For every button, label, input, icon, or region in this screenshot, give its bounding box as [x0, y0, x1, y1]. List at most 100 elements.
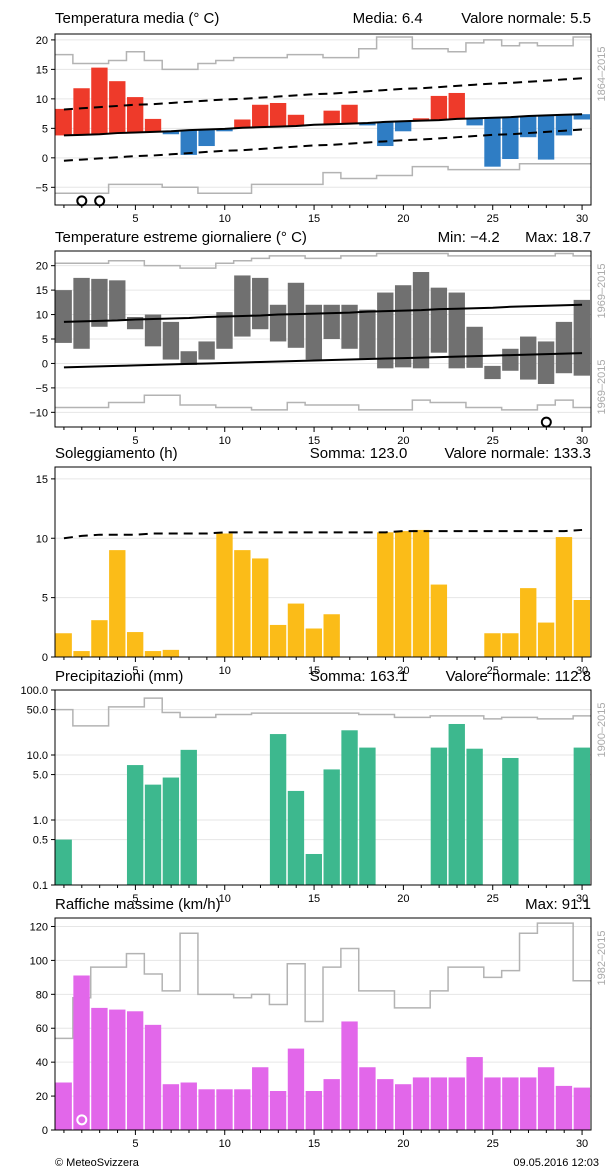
bar-day-24	[466, 1057, 483, 1130]
bar-day-24	[466, 326, 483, 368]
bar-day-25	[484, 365, 501, 380]
bar-day-8	[180, 130, 197, 155]
bar-day-2	[73, 975, 90, 1130]
bar-day-23	[448, 292, 465, 369]
x-tick-label: 15	[308, 665, 320, 677]
bar-day-4	[109, 550, 126, 657]
x-tick-label: 5	[132, 435, 138, 447]
x-tick-label: 30	[576, 213, 588, 225]
y-tick-label: 100.0	[20, 685, 48, 697]
y-tick-label: 5.0	[33, 770, 48, 782]
bar-day-26	[502, 633, 519, 657]
bar-day-9	[198, 129, 215, 147]
band-upper-line	[63, 77, 583, 111]
bar-day-21	[412, 529, 430, 657]
bar-day-19	[377, 292, 394, 369]
y-tick-label: 120	[30, 921, 48, 933]
y-tick-label: 0	[42, 652, 48, 664]
bar-day-14	[287, 603, 305, 657]
y-tick-label: 20	[36, 261, 48, 273]
chart-stat: Somma: 123.0	[310, 445, 408, 462]
y-tick-label: 50.0	[27, 705, 48, 717]
bar-day-24	[466, 118, 483, 126]
x-tick-label: 10	[219, 1138, 231, 1150]
plot-frame	[54, 466, 592, 658]
record-marker	[540, 416, 552, 428]
x-tick-label: 10	[219, 665, 231, 677]
bar-day-17	[341, 1021, 358, 1130]
x-tick-label: 15	[308, 1138, 320, 1150]
plot-frame	[54, 917, 592, 1131]
chart-gusts: Raffiche massime (km/h) Max: 91.1 0 20 40 60 8…	[30, 896, 608, 1150]
bar-day-10	[216, 128, 233, 132]
bar-day-29	[555, 537, 573, 657]
bar-day-17	[341, 304, 358, 349]
bar-day-15	[305, 853, 322, 885]
chart-stat: Somma: 163.1	[310, 668, 408, 685]
bar-day-18	[359, 309, 376, 360]
bar-day-15	[305, 304, 322, 360]
bar-day-1	[55, 839, 72, 885]
y-tick-label: 15	[36, 64, 48, 76]
trend-min-line	[63, 352, 583, 369]
bar-day-7	[162, 1084, 180, 1130]
bar-day-10	[216, 312, 233, 349]
bar-day-3	[91, 620, 108, 657]
record-min-line	[55, 394, 591, 411]
bar-day-20	[394, 531, 412, 657]
bar-day-13	[269, 102, 287, 127]
bar-day-19	[377, 1079, 394, 1130]
plot-frame	[54, 689, 592, 886]
bar-day-26	[502, 117, 519, 160]
y-tick-label: 5	[42, 123, 48, 135]
bar-day-13	[269, 1090, 287, 1130]
bar-day-4	[109, 280, 126, 320]
x-tick-label: 10	[219, 213, 231, 225]
bar-day-15	[305, 628, 322, 657]
bar-day-2	[73, 651, 90, 657]
copyright-label: © MeteoSvizzera	[55, 1157, 139, 1169]
bar-day-14	[287, 114, 305, 126]
bar-day-21	[412, 118, 430, 121]
y-tick-label: 20	[36, 35, 48, 47]
bar-day-20	[394, 121, 412, 132]
bar-day-30	[573, 600, 590, 657]
y-tick-label: −10	[29, 407, 48, 419]
bar-day-22	[430, 747, 448, 885]
bar-day-22	[430, 1077, 448, 1130]
bar-day-30	[573, 299, 590, 376]
y-tick-label: 0	[42, 358, 48, 370]
bar-day-14	[287, 282, 305, 348]
bar-day-3	[91, 1007, 108, 1130]
bar-day-27	[520, 336, 537, 380]
y-tick-label: 1.0	[33, 815, 48, 827]
x-tick-label: 15	[308, 213, 320, 225]
bar-day-25	[484, 1077, 501, 1130]
record-min-line	[55, 162, 591, 194]
normal-line	[63, 113, 583, 137]
trend-max-line	[63, 303, 583, 323]
y-tick-label: 10	[36, 94, 48, 106]
bar-day-10	[216, 1089, 233, 1130]
x-tick-label: 20	[397, 1138, 409, 1150]
bar-day-21	[412, 272, 430, 369]
bar-day-1	[55, 290, 72, 343]
x-tick-label: 20	[397, 893, 409, 905]
normal-line	[63, 528, 583, 540]
bar-day-9	[198, 341, 215, 360]
record-marker	[94, 195, 106, 207]
bar-day-21	[412, 1077, 430, 1130]
y-tick-label: 80	[36, 989, 48, 1001]
bar-day-12	[252, 1067, 269, 1130]
bar-day-25	[484, 633, 501, 657]
y-tick-label: 5	[42, 593, 48, 605]
y-tick-label: 60	[36, 1023, 48, 1035]
bar-day-1	[55, 1082, 72, 1130]
period-label: 1969–2015	[596, 263, 608, 318]
bar-day-26	[502, 1077, 519, 1130]
bar-day-10	[216, 533, 233, 657]
bar-day-16	[323, 110, 340, 125]
bar-day-13	[269, 734, 287, 885]
period-label: 1864–2015	[596, 46, 608, 101]
chart-stat: Valore normale: 112.8	[446, 668, 591, 685]
